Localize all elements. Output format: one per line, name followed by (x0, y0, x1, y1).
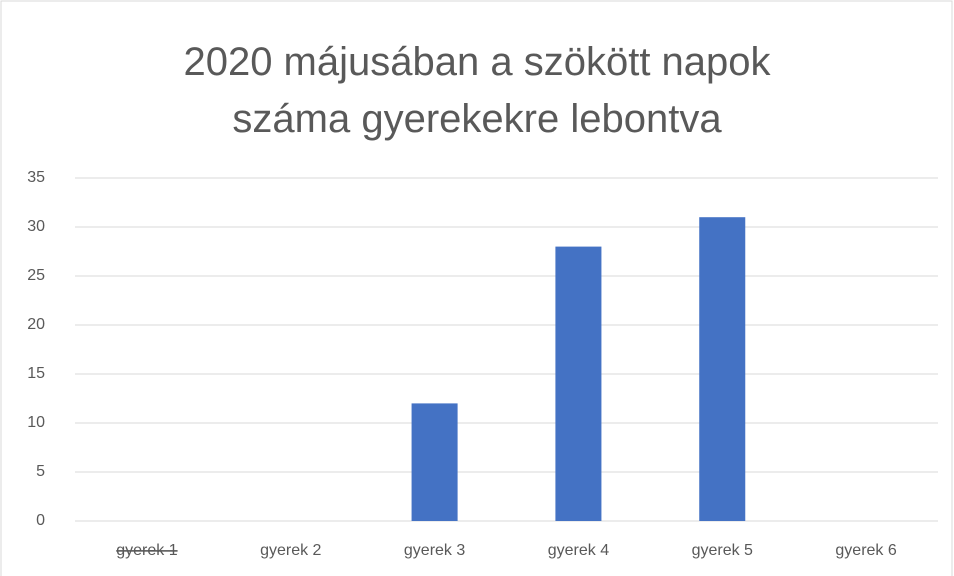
y-tick-label: 15 (27, 365, 45, 382)
y-tick-label: 0 (36, 512, 45, 529)
chart-title: 2020 májusában a szökött napok száma gye… (183, 40, 771, 141)
y-tick-label: 5 (36, 463, 45, 480)
bar (411, 403, 458, 521)
x-tick-label: gyerek 5 (692, 542, 753, 559)
y-tick-label: 30 (27, 218, 45, 235)
bar (555, 246, 602, 521)
y-tick-label: 20 (27, 316, 45, 333)
bar (699, 217, 746, 521)
x-tick-label: gyerek 1 (116, 542, 177, 559)
y-tick-label: 25 (27, 267, 45, 284)
y-tick-label: 10 (27, 414, 45, 431)
x-tick-label: gyerek 2 (260, 542, 321, 559)
y-tick-label: 35 (27, 169, 45, 186)
x-tick-label: gyerek 4 (548, 542, 609, 559)
x-tick-label: gyerek 3 (404, 542, 465, 559)
x-tick-label: gyerek 6 (835, 542, 896, 559)
